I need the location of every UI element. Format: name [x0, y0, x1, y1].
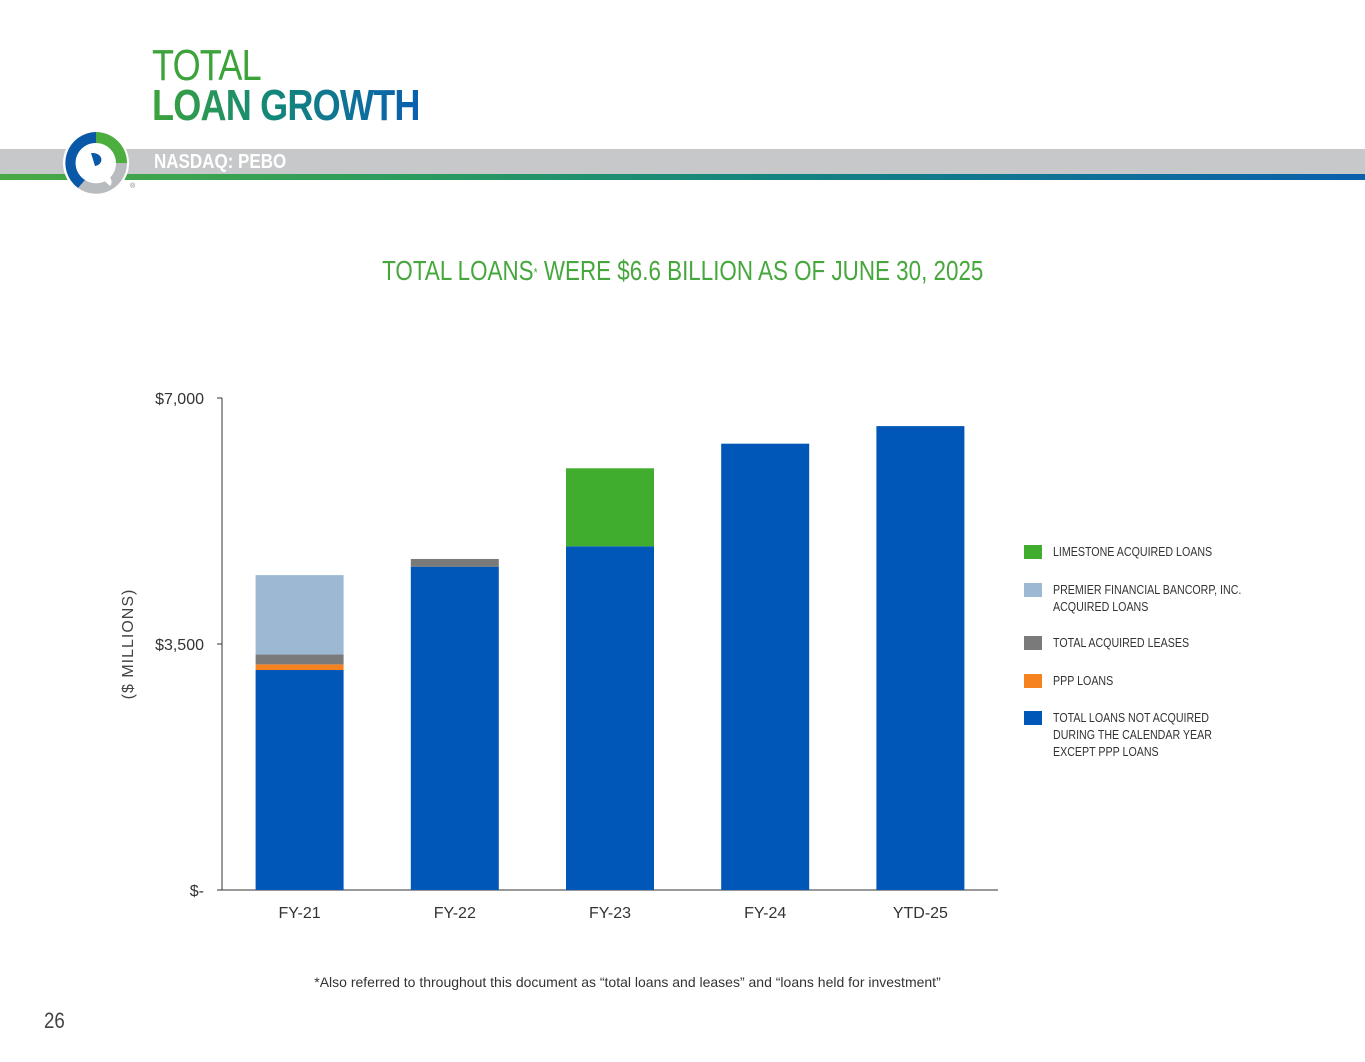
company-logo-icon: ®: [63, 130, 136, 196]
svg-text:®: ®: [130, 182, 136, 190]
legend-label: LIMESTONE ACQUIRED LOANS: [1053, 544, 1213, 559]
legend-label: PREMIER FINANCIAL BANCORP, INC. ACQUIRED…: [1053, 582, 1242, 614]
header-gradient-line: [0, 174, 1365, 180]
legend-label: TOTAL ACQUIRED LEASES: [1053, 635, 1190, 650]
legend-swatch: [1024, 545, 1042, 559]
page-number: 26: [44, 1008, 65, 1033]
bar-segment: [410, 566, 499, 890]
page-title-line1: TOTAL: [152, 41, 262, 90]
bar-segment: [876, 426, 965, 890]
legend-swatch: [1024, 583, 1042, 597]
legend-swatch: [1024, 674, 1042, 688]
bar-segment: [255, 670, 344, 890]
footnote: *Also referred to throughout this docume…: [314, 974, 941, 990]
bar-segment: [255, 654, 344, 665]
page-title-line2: LOAN GROWTH: [152, 81, 420, 130]
legend-swatch: [1024, 636, 1042, 650]
y-tick-label: $7,000: [155, 391, 204, 408]
bar-segment: [566, 546, 654, 890]
ticker-label: NASDAQ: PEBO: [154, 151, 287, 173]
headline-asterisk: *: [533, 265, 538, 280]
headline-text-before: TOTAL LOANS: [381, 255, 534, 286]
bar-segment: [566, 468, 654, 547]
y-tick-label: $-: [190, 883, 204, 900]
legend-label: PPP LOANS: [1053, 673, 1114, 688]
headline-text-after: WERE $6.6 BILLION AS OF JUNE 30, 2025: [537, 255, 984, 286]
bar-segment: [255, 575, 344, 655]
x-tick-label: FY-21: [279, 905, 321, 922]
y-axis-title: ($ MILLIONS): [120, 589, 137, 700]
x-tick-label: YTD-25: [893, 905, 948, 922]
bar-segment: [410, 558, 499, 567]
chart-headline: TOTAL LOANS* WERE $6.6 BILLION AS OF JUN…: [0, 255, 1365, 287]
legend-label: TOTAL LOANS NOT ACQUIRED DURING THE CALE…: [1053, 710, 1212, 759]
x-tick-label: FY-22: [434, 905, 476, 922]
x-tick-label: FY-23: [589, 905, 631, 922]
legend-swatch: [1024, 711, 1042, 725]
header-band: [0, 149, 1365, 174]
y-tick-label: $3,500: [155, 637, 204, 654]
bar-segment: [255, 664, 344, 671]
x-tick-label: FY-24: [744, 905, 786, 922]
bar-segment: [721, 443, 810, 890]
